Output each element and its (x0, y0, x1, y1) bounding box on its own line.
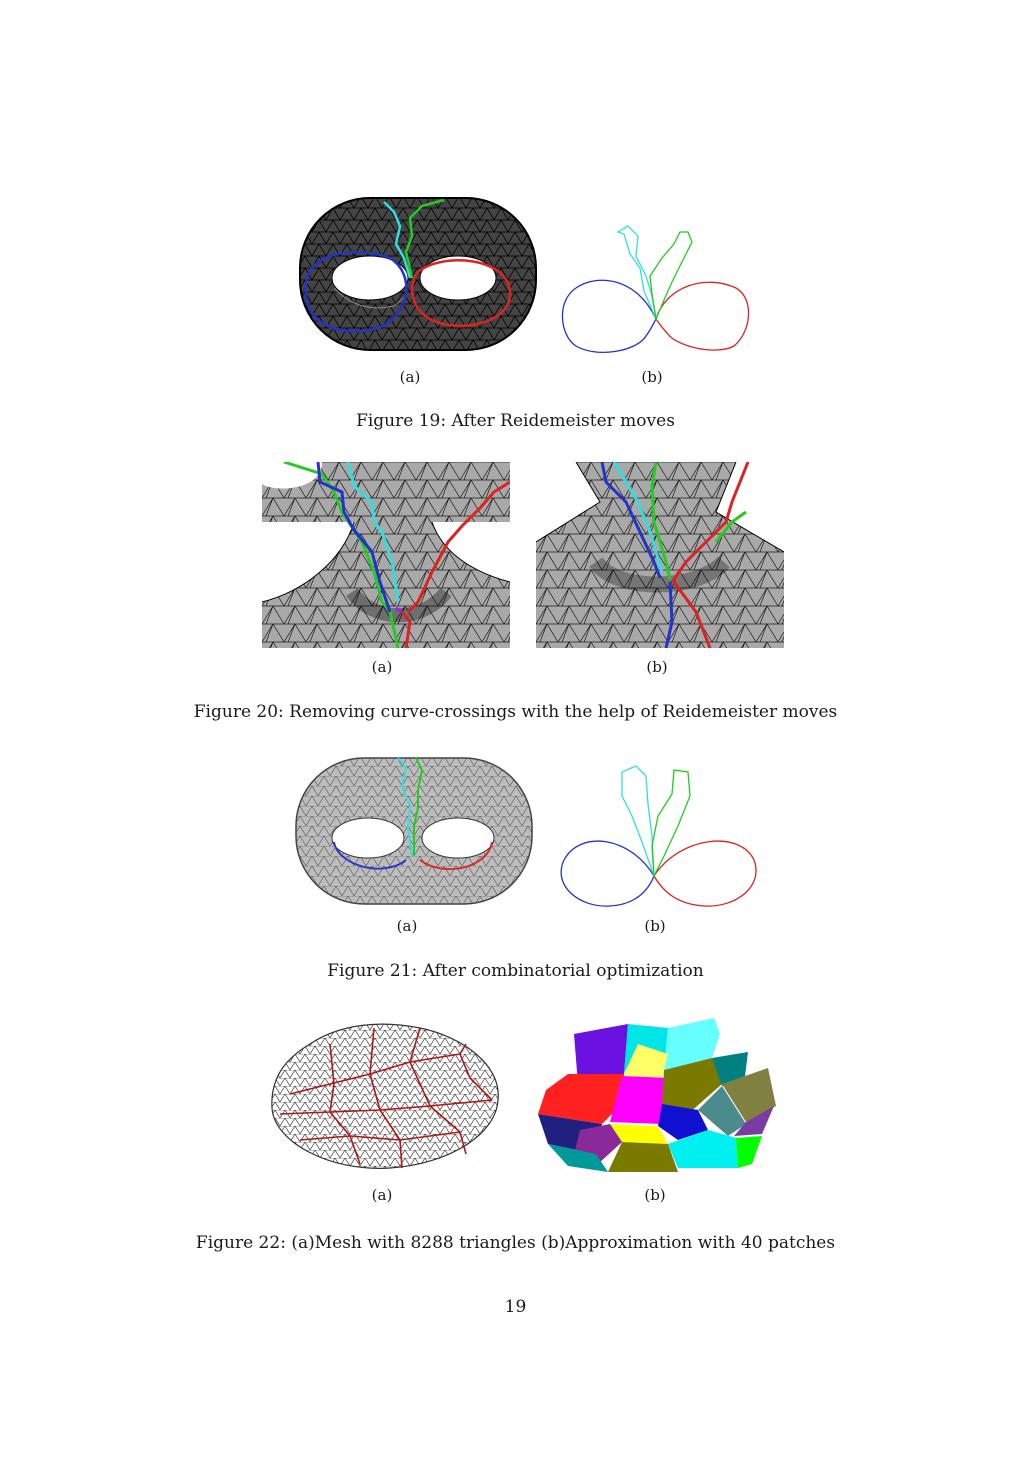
fig19-sub-b: (b) (641, 368, 663, 386)
fig20-sub-b: (b) (646, 658, 668, 676)
fig22-caption: Figure 22: (a)Mesh with 8288 triangles (… (195, 1233, 836, 1253)
figure-22 (270, 1014, 780, 1174)
fig21-caption: Figure 21: After combinatorial optimizat… (327, 961, 704, 981)
fig22-sub-b: (b) (644, 1186, 666, 1204)
fig20-a-image (262, 462, 510, 648)
fig22-a-image (271, 1023, 499, 1169)
fig22-b-image (538, 1018, 776, 1172)
fig19-b-image (561, 225, 750, 353)
fig21-a-image (295, 757, 533, 905)
fig19-caption: Figure 19: After Reidemeister moves (356, 411, 675, 431)
fig20-b-image (536, 462, 784, 648)
fig19-a-image (299, 197, 537, 351)
fig20-sub-a: (a) (371, 658, 393, 676)
fig21-b-image (560, 765, 757, 907)
fig19-sub-a: (a) (399, 368, 421, 386)
fig21-sub-a: (a) (396, 917, 418, 935)
page-number: 19 (504, 1297, 527, 1317)
fig21-sub-b: (b) (644, 917, 666, 935)
figure-21 (294, 756, 764, 908)
fig22-sub-a: (a) (371, 1186, 393, 1204)
figure-20 (262, 462, 784, 650)
fig20-caption: Figure 20: Removing curve-crossings with… (193, 702, 838, 722)
figure-19 (298, 196, 758, 356)
